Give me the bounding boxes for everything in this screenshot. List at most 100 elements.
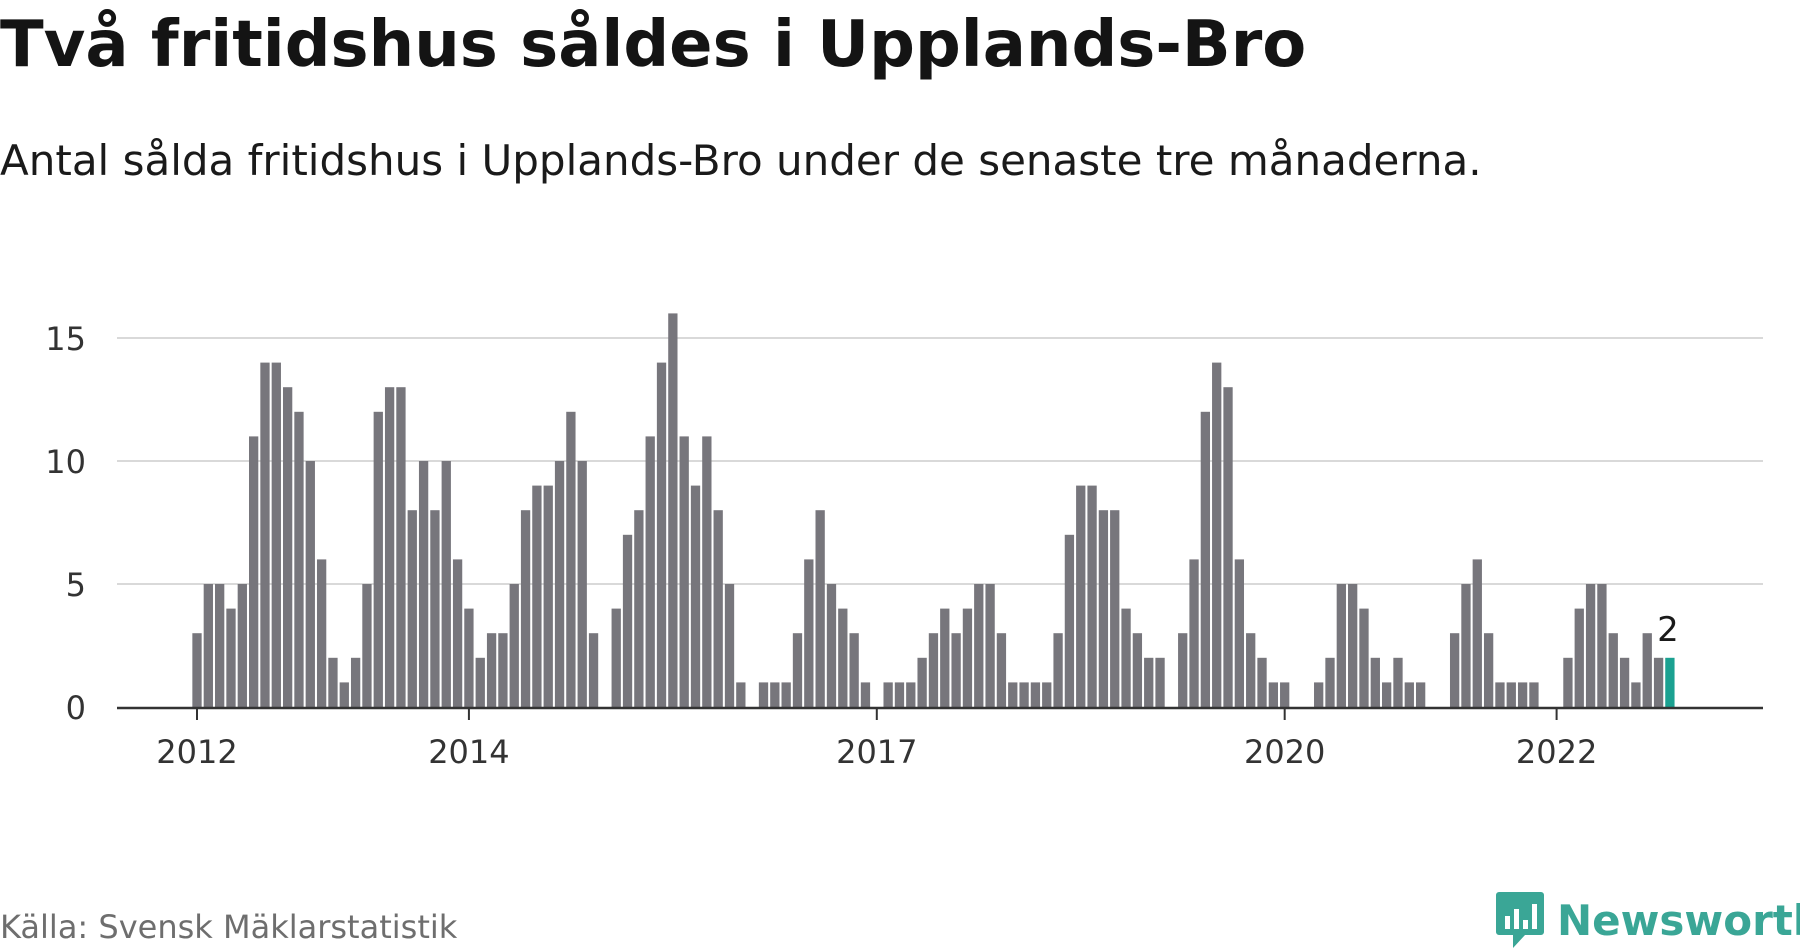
bar (418, 461, 429, 707)
bar (1008, 682, 1018, 707)
bar (316, 559, 327, 707)
bar (464, 608, 474, 707)
bar (1597, 584, 1607, 707)
bar (441, 461, 451, 707)
bar (1359, 608, 1369, 707)
bar (1280, 682, 1290, 707)
bar (1415, 682, 1426, 707)
y-axis-ticks: 0 5 10 15 (45, 320, 86, 727)
bar (1098, 510, 1109, 707)
bar (543, 485, 553, 707)
bar (282, 387, 293, 707)
bar (781, 682, 791, 707)
bar (1121, 608, 1131, 707)
x-tick-label: 2017 (836, 733, 917, 771)
bar (928, 633, 939, 707)
bar (1563, 657, 1573, 707)
y-tick-label: 10 (45, 443, 86, 481)
bar (1246, 633, 1256, 707)
brand-logo[interactable]: Newsworthy (1495, 890, 1800, 950)
bar (883, 682, 893, 707)
bar (237, 584, 247, 707)
bar (724, 584, 735, 707)
bar (1529, 682, 1539, 707)
source-note: Källa: Svensk Mäklarstatistik (0, 908, 458, 946)
y-tick-label: 5 (66, 566, 86, 604)
x-tick-label: 2012 (156, 733, 237, 771)
bar (1144, 657, 1154, 707)
bar (645, 436, 655, 707)
bar (226, 608, 236, 707)
bar (736, 682, 746, 707)
x-tick-label: 2014 (428, 733, 509, 771)
bar (554, 461, 565, 707)
bar (1030, 682, 1041, 707)
bar (1257, 657, 1267, 707)
bar (996, 633, 1007, 707)
bar-highlight (1665, 657, 1675, 707)
bar (260, 362, 270, 707)
bar (815, 510, 825, 707)
bar (962, 608, 973, 707)
bar (1064, 534, 1075, 707)
bar-chart: 0 5 10 15 2012 2014 2017 2020 2022 2 (45, 313, 1763, 771)
bar (407, 510, 417, 707)
bar (305, 461, 315, 707)
bar (1574, 608, 1584, 707)
bar (838, 608, 848, 707)
bar (1370, 657, 1380, 707)
bar (951, 633, 961, 707)
bar (702, 436, 712, 707)
bar (1608, 633, 1618, 707)
bar (509, 584, 519, 707)
bar (679, 436, 689, 707)
bar (826, 584, 837, 707)
bar (1087, 485, 1097, 707)
bar (475, 657, 485, 707)
bar (792, 633, 803, 707)
brand-name: Newsworthy (1557, 895, 1800, 945)
bar (1472, 559, 1482, 707)
bar (894, 682, 905, 707)
bar (566, 411, 576, 707)
bar (1631, 682, 1641, 707)
bar (1348, 584, 1358, 707)
bar (1178, 633, 1188, 707)
bar (1642, 633, 1652, 707)
bar (1585, 584, 1596, 707)
bar (804, 559, 814, 707)
x-tick-label: 2020 (1244, 733, 1325, 771)
bar (328, 657, 338, 707)
bars (192, 313, 1675, 707)
bar (1517, 682, 1528, 707)
bar (940, 608, 950, 707)
bar (1223, 387, 1233, 707)
bar (203, 584, 213, 707)
bar (1404, 682, 1414, 707)
bar (373, 411, 383, 707)
bar (1212, 362, 1222, 707)
bar (1042, 682, 1052, 707)
bar (1382, 682, 1392, 707)
bar (588, 633, 599, 707)
bar (656, 362, 667, 707)
bar (1336, 584, 1346, 707)
bar (1268, 682, 1278, 707)
chart-title: Två fritidshus såldes i Upplands-Bro (0, 8, 1307, 82)
bar (452, 559, 463, 707)
bar (1189, 559, 1199, 707)
bar (1506, 682, 1516, 707)
bar (1495, 682, 1505, 707)
bar (339, 682, 349, 707)
bar (384, 387, 395, 707)
bar (1155, 657, 1165, 707)
bar (192, 633, 202, 707)
bar (396, 387, 406, 707)
bar (577, 461, 587, 707)
bar (362, 584, 372, 707)
bar (1019, 682, 1029, 707)
bar (1314, 682, 1324, 707)
bar (1200, 411, 1211, 707)
bar (486, 633, 497, 707)
bar (917, 657, 927, 707)
